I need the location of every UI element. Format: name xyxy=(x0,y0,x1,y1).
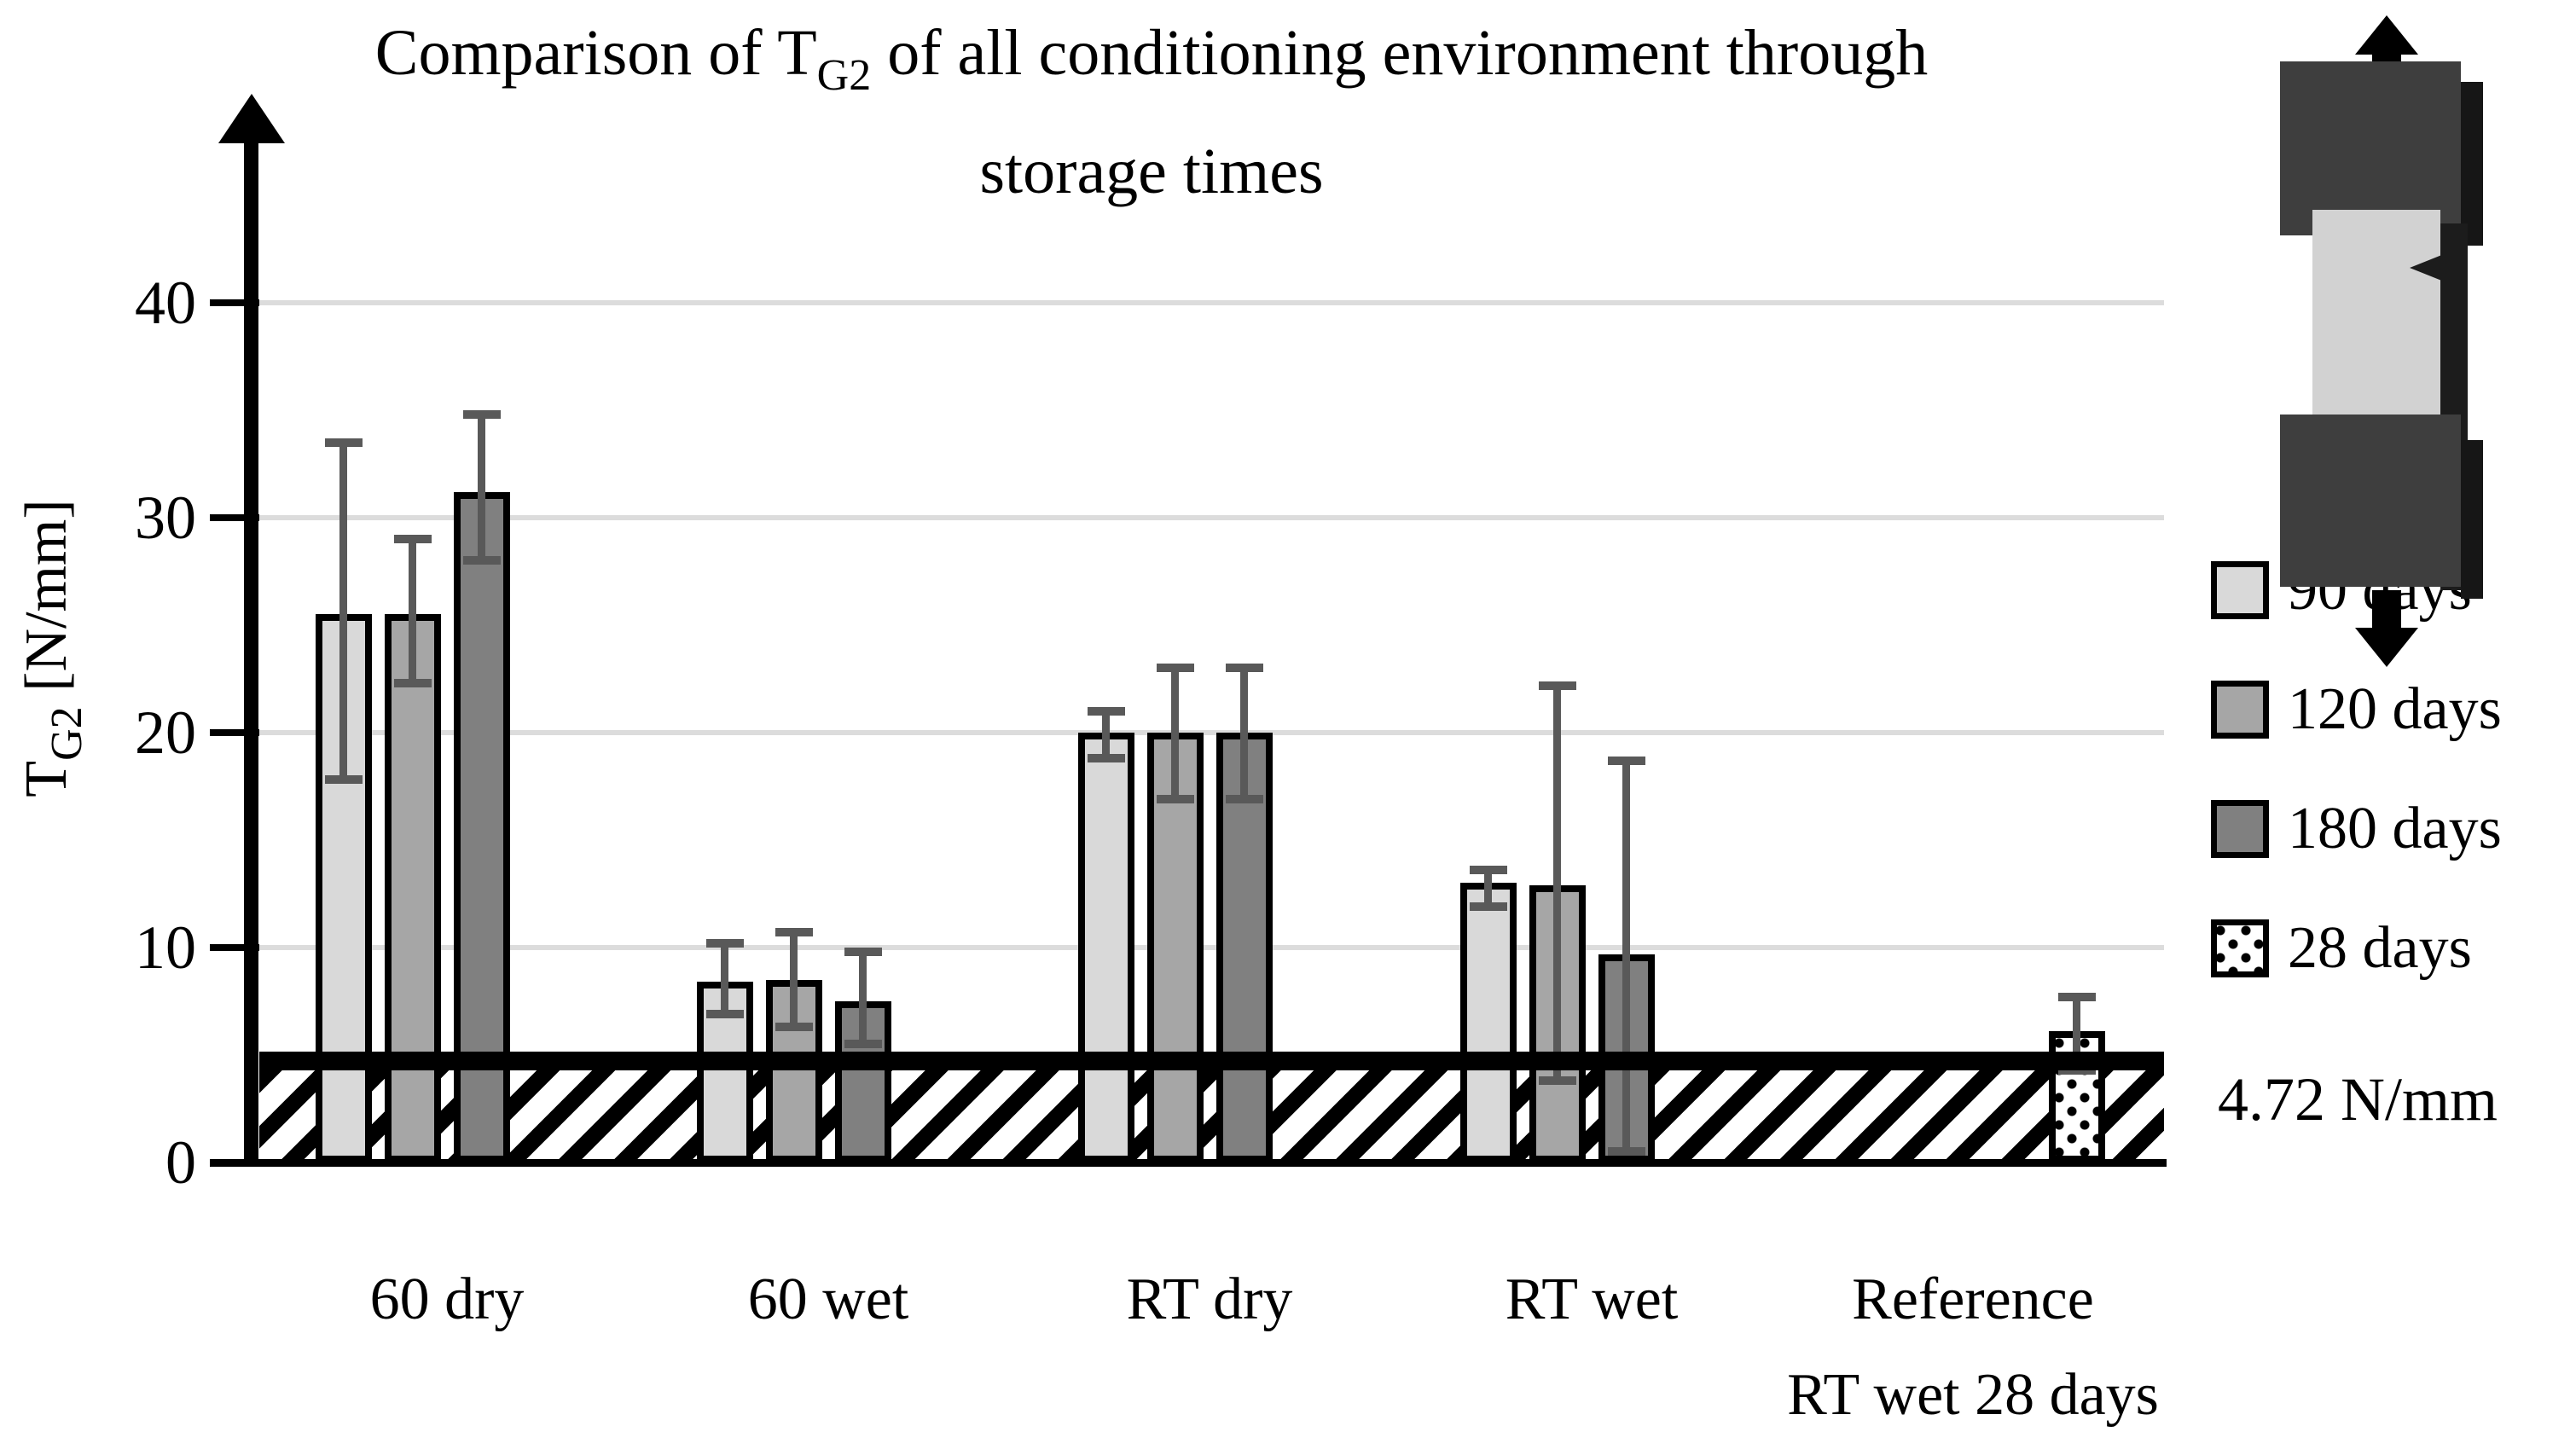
y-axis-tick-label: 10 xyxy=(135,913,196,982)
chart-title-line1: Comparison of TG2 of all conditioning en… xyxy=(374,17,1929,100)
error-bar-cap-top xyxy=(1608,757,1645,765)
y-axis-tick-label: 20 xyxy=(135,699,196,767)
legend-swatch-icon xyxy=(2211,919,2269,977)
y-axis-tick-label: 40 xyxy=(135,269,196,337)
legend-item-180-days: 180 days xyxy=(2211,795,2502,863)
chart-title: Comparison of TG2 of all conditioning en… xyxy=(85,5,2218,219)
error-bar xyxy=(1240,668,1248,799)
arrow-up-icon xyxy=(2355,15,2418,55)
y-axis-tick xyxy=(210,944,259,951)
error-bar xyxy=(790,932,798,1027)
bar-90-days-2 xyxy=(1078,733,1134,1162)
y-axis-tick xyxy=(210,729,259,736)
bar-180-days-0 xyxy=(454,492,510,1162)
y-axis-tick-label: 30 xyxy=(135,484,196,552)
error-bar-cap-top xyxy=(1226,664,1263,672)
gridline xyxy=(259,730,2164,735)
error-bar-cap-bottom xyxy=(1539,1076,1576,1085)
error-bar xyxy=(859,952,867,1044)
error-bar-cap-bottom xyxy=(1226,795,1263,803)
specimen-top-block-side xyxy=(2459,82,2483,246)
error-bar-cap-bottom xyxy=(2058,1066,2096,1075)
error-bar-cap-top xyxy=(1157,664,1194,672)
legend-swatch-icon xyxy=(2211,561,2269,619)
gridline xyxy=(259,945,2164,950)
error-bar-cap-top xyxy=(1470,866,1507,874)
specimen-bottom-block-side xyxy=(2461,440,2483,599)
specimen-icon xyxy=(2265,7,2521,667)
bar-120-days-0 xyxy=(385,614,441,1162)
error-bar-cap-top xyxy=(394,535,432,543)
y-axis-label: TG2 [N/mm] xyxy=(14,499,91,797)
error-bar-cap-bottom xyxy=(1470,902,1507,911)
bar-90-days-3 xyxy=(1460,883,1517,1162)
error-bar xyxy=(339,443,347,780)
error-bar-cap-top xyxy=(325,438,363,447)
chart-title-line2: storage times xyxy=(979,136,1324,207)
error-bar-cap-top xyxy=(1539,681,1576,690)
error-bar-cap-bottom xyxy=(325,775,363,784)
error-bar xyxy=(1553,686,1561,1081)
error-bar xyxy=(721,943,728,1014)
threshold-hatch-band xyxy=(259,1070,2164,1166)
legend-swatch-icon xyxy=(2211,681,2269,739)
y-axis-tick xyxy=(210,514,259,521)
error-bar-cap-bottom xyxy=(463,556,501,565)
arrow-down-icon xyxy=(2355,628,2418,667)
legend-item-120-days: 120 days xyxy=(2211,675,2502,744)
error-bar-cap-bottom xyxy=(775,1023,813,1031)
error-bar-cap-top xyxy=(2058,993,2096,1001)
error-bar xyxy=(1102,711,1110,758)
error-bar xyxy=(409,539,416,683)
error-bar xyxy=(1622,761,1630,1151)
y-axis-arrow-icon xyxy=(218,94,285,143)
error-bar-cap-bottom xyxy=(1608,1147,1645,1156)
x-axis-label-4: RT wet 28 days xyxy=(1787,1362,2159,1428)
bar-180-days-2 xyxy=(1216,733,1273,1162)
legend-label: 28 days xyxy=(2288,915,2472,981)
legend-label: 120 days xyxy=(2288,676,2502,742)
error-bar-cap-top xyxy=(844,948,882,956)
gridline xyxy=(259,300,2164,305)
error-bar xyxy=(478,415,485,560)
x-axis-label-1: 60 wet xyxy=(747,1267,909,1332)
error-bar-cap-top xyxy=(1088,707,1125,716)
threshold-line xyxy=(259,1052,2164,1070)
x-axis-label-2: RT dry xyxy=(1126,1267,1293,1332)
gridline xyxy=(259,515,2164,520)
title-subscript: G2 xyxy=(816,51,872,100)
threshold-label: 4.72 N/mm xyxy=(2218,1065,2498,1133)
error-bar-cap-bottom xyxy=(1088,754,1125,762)
error-bar-cap-top xyxy=(463,410,501,419)
x-axis-label-4: Reference xyxy=(1852,1267,2094,1332)
error-bar-cap-top xyxy=(775,928,813,936)
arrow-down-shaft xyxy=(2372,590,2401,629)
error-bar xyxy=(1171,668,1179,799)
x-axis-label-0: 60 dry xyxy=(369,1267,525,1332)
error-bar xyxy=(2073,997,2080,1070)
specimen-notch-icon xyxy=(2410,254,2444,281)
error-bar-cap-top xyxy=(706,939,744,948)
x-axis-label-3: RT wet xyxy=(1505,1267,1679,1332)
specimen-top-block xyxy=(2280,61,2461,235)
error-bar-cap-bottom xyxy=(394,679,432,687)
legend-swatch-icon xyxy=(2211,800,2269,858)
x-axis-line xyxy=(210,1159,2167,1167)
legend-item-28-days: 28 days xyxy=(2211,914,2472,983)
specimen-bottom-block xyxy=(2280,415,2461,587)
bar-120-days-2 xyxy=(1147,733,1204,1162)
error-bar xyxy=(1484,870,1492,907)
legend-label: 180 days xyxy=(2288,796,2502,861)
y-axis-line xyxy=(244,136,258,1162)
error-bar-cap-bottom xyxy=(1157,795,1194,803)
y-axis-tick-label: 0 xyxy=(165,1128,196,1197)
error-bar-cap-bottom xyxy=(844,1040,882,1048)
y-axis-tick xyxy=(210,299,259,306)
error-bar-cap-bottom xyxy=(706,1010,744,1018)
